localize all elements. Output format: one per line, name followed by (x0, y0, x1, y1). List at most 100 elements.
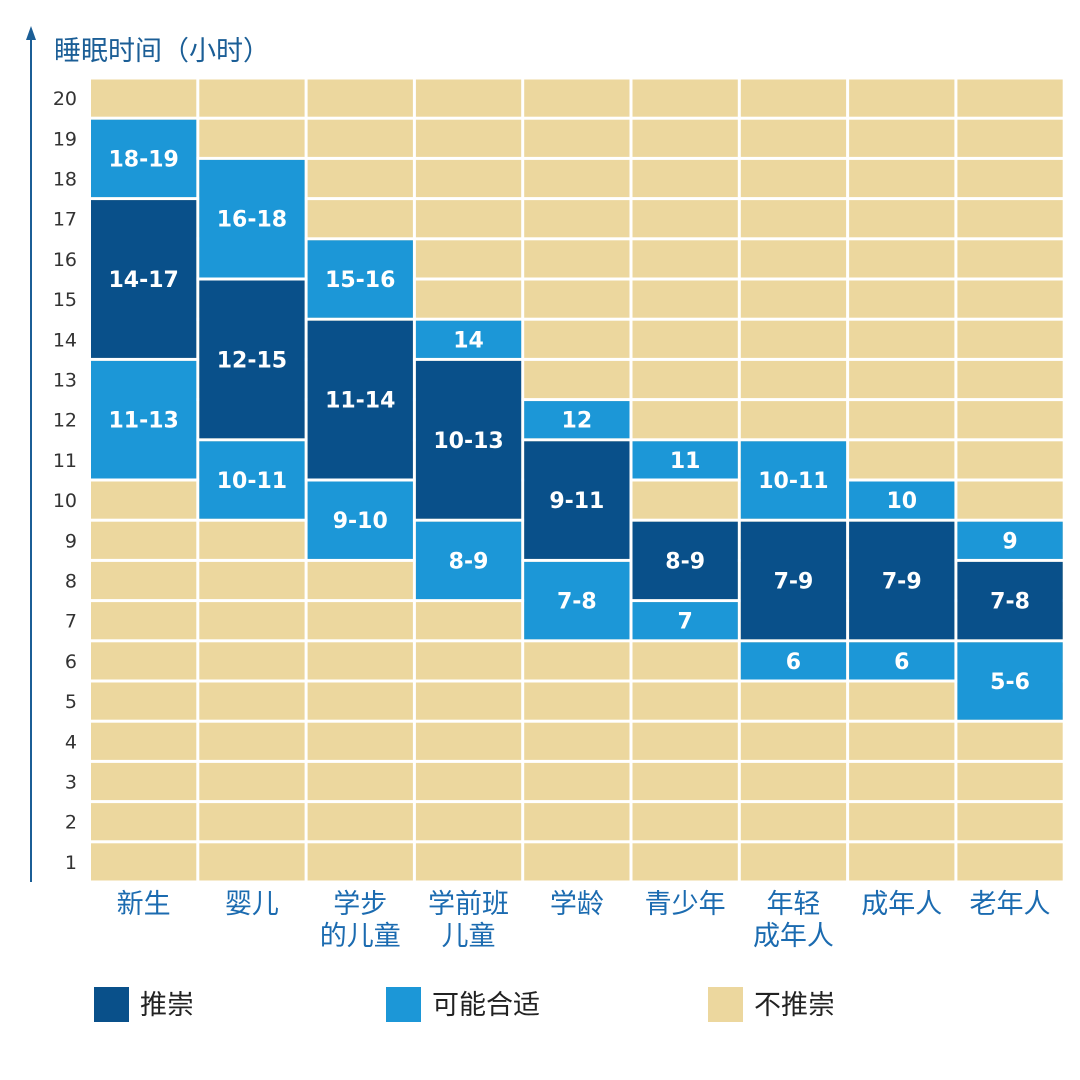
grid-cell (199, 722, 305, 760)
segment-label: 7-8 (990, 590, 1030, 615)
category-label: 老年人 (970, 889, 1051, 920)
segment-recommended (849, 521, 955, 640)
grid-cell (957, 320, 1063, 358)
grid-cell (957, 240, 1063, 278)
grid-cell (307, 200, 413, 238)
grid-cell (632, 803, 738, 841)
grid-cell (849, 320, 955, 358)
grid-cell (91, 521, 197, 559)
grid-cell (524, 119, 630, 157)
grid-cell (307, 722, 413, 760)
segment-recommended (307, 320, 413, 479)
grid-cell (307, 159, 413, 198)
grid-cell (632, 200, 738, 238)
grid-cell (740, 722, 847, 760)
segment-label: 10-11 (217, 469, 287, 494)
grid-cell (415, 280, 522, 318)
category-label: 婴儿 (225, 889, 279, 920)
grid-cell (632, 762, 738, 801)
grid-cell (849, 843, 955, 881)
grid-cell (957, 119, 1063, 157)
y-tick-label: 16 (53, 249, 77, 271)
grid-cell (91, 602, 197, 640)
grid-cell (91, 762, 197, 801)
category-label: 成年人 (861, 889, 942, 920)
grid-cell (307, 843, 413, 881)
grid-cell (740, 320, 847, 358)
grid-cell (957, 441, 1063, 479)
segment-may-be-appropriate (415, 521, 522, 600)
grid-cell (740, 159, 847, 198)
segment-label: 11-13 (108, 409, 178, 434)
grid-cell (415, 602, 522, 640)
segment-recommended (632, 521, 738, 600)
legend-swatch (94, 987, 129, 1022)
y-tick-label: 13 (53, 370, 77, 392)
segment-label: 15-16 (325, 268, 395, 293)
segment-label: 16-18 (217, 208, 287, 233)
y-tick-label: 9 (65, 530, 77, 552)
grid-cell (199, 803, 305, 841)
grid-cell (957, 843, 1063, 881)
grid-cell (91, 722, 197, 760)
segment-may-be-appropriate (199, 159, 305, 278)
grid-cell (957, 79, 1063, 117)
grid-cell (415, 722, 522, 760)
grid-cell (849, 722, 955, 760)
grid-cell (740, 119, 847, 157)
segment-label: 8-9 (449, 549, 489, 574)
grid-cell (849, 441, 955, 479)
segment-may-be-appropriate (740, 642, 847, 680)
segment-recommended (199, 280, 305, 439)
grid-cell (91, 79, 197, 117)
y-tick-label: 1 (65, 852, 77, 874)
grid-cell (415, 682, 522, 720)
grid-cell (632, 682, 738, 720)
grid-cell (307, 803, 413, 841)
grid-cell (957, 803, 1063, 841)
grid-cell (91, 642, 197, 680)
segment-recommended (524, 441, 630, 559)
grid-cell (307, 642, 413, 680)
grid-cell (415, 119, 522, 157)
grid-cell (524, 240, 630, 278)
grid-cell (957, 360, 1063, 399)
grid-cell (307, 762, 413, 801)
grid-cell (91, 803, 197, 841)
grid-cell (524, 803, 630, 841)
grid-cell (199, 79, 305, 117)
grid-cell (957, 159, 1063, 198)
y-axis-arrow-icon (26, 26, 36, 40)
legend-swatch (386, 987, 421, 1022)
grid-cell (91, 843, 197, 881)
segment-may-be-appropriate (957, 521, 1063, 559)
grid-cell (632, 119, 738, 157)
grid-cell (91, 481, 197, 519)
grid-cell (524, 722, 630, 760)
segment-label: 6 (894, 650, 909, 675)
segment-recommended (957, 561, 1063, 640)
grid-cell (632, 843, 738, 881)
segment-label: 7-8 (557, 590, 597, 615)
segment-may-be-appropriate (91, 119, 197, 198)
segment-label: 9-10 (333, 509, 388, 534)
segment-label: 9 (1002, 529, 1017, 554)
grid-cell (740, 401, 847, 439)
y-tick-label: 2 (65, 812, 77, 834)
grid-cell (740, 762, 847, 801)
y-tick-label: 14 (53, 329, 77, 351)
y-tick-label: 3 (65, 772, 77, 794)
segment-may-be-appropriate (199, 441, 305, 519)
category-label: 儿童 (442, 921, 496, 952)
grid-cell (849, 119, 955, 157)
grid-cell (849, 803, 955, 841)
y-tick-label: 18 (53, 169, 77, 191)
grid-cell (849, 240, 955, 278)
grid-cell (524, 280, 630, 318)
grid-cell (199, 561, 305, 600)
y-tick-label: 7 (65, 611, 77, 633)
grid-cell (524, 200, 630, 238)
grid-cell (307, 79, 413, 117)
grid-cell (199, 521, 305, 559)
